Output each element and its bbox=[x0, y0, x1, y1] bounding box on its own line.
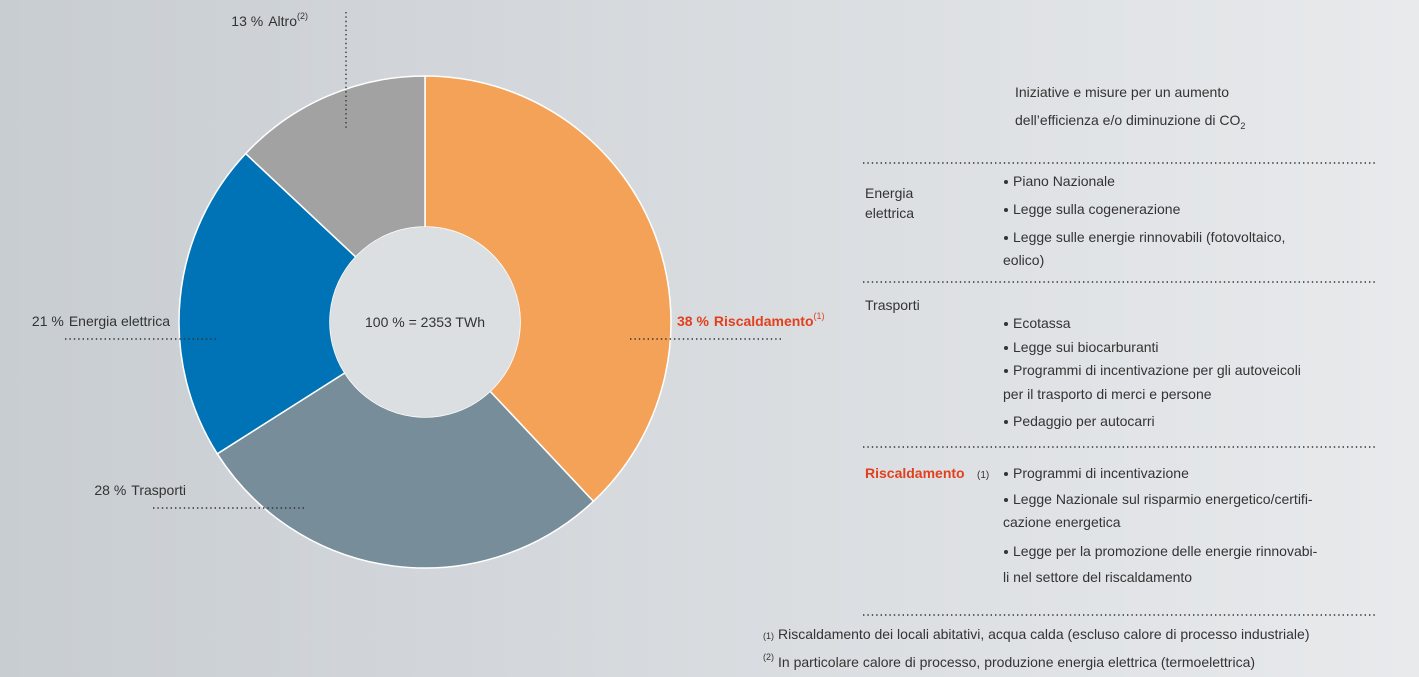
section-title-note: (1) bbox=[977, 470, 989, 481]
slice-note: (2) bbox=[297, 11, 308, 21]
footnote: (2) In particolare calore di processo, pr… bbox=[763, 652, 1255, 670]
bullet bbox=[1004, 369, 1008, 373]
item-line: Ecotassa bbox=[1013, 315, 1071, 331]
intro-line: Iniziative e misure per un aumento bbox=[1015, 84, 1229, 100]
intro-line: dell’efficienza e/o diminuzione di CO2 bbox=[1015, 112, 1245, 131]
item-line: Programmi di incentivazione bbox=[1013, 465, 1189, 481]
slice-value-label: 21 % bbox=[32, 313, 64, 329]
slice-label: 38 % Riscaldamento(1) bbox=[677, 311, 825, 329]
section-title: Energia bbox=[865, 185, 913, 201]
slice-note: (1) bbox=[814, 311, 825, 321]
bullet bbox=[1004, 322, 1008, 326]
intro-text: dell’efficienza e/o diminuzione di CO bbox=[1015, 112, 1241, 128]
item-line: Legge sui biocarburanti bbox=[1013, 339, 1159, 355]
slice-category: Trasporti bbox=[131, 482, 186, 498]
bullet bbox=[1004, 420, 1008, 424]
bullet bbox=[1004, 346, 1008, 350]
bullet bbox=[1004, 180, 1008, 184]
center-label: 100 % = 2353 TWh bbox=[365, 314, 485, 330]
footnote-text: Riscaldamento dei locali abitativi, acqu… bbox=[778, 626, 1310, 642]
slice-label: 13 % Altro(2) bbox=[231, 11, 308, 29]
slice-label: 21 % Energia elettrica bbox=[32, 313, 170, 329]
item-line: Pedaggio per autocarri bbox=[1013, 413, 1155, 429]
section-title: elettrica bbox=[865, 205, 914, 221]
intro-subscript: 2 bbox=[1240, 121, 1245, 131]
slice-category: Energia elettrica bbox=[69, 313, 170, 329]
slice-label: 28 % Trasporti bbox=[94, 482, 186, 498]
bullet bbox=[1004, 236, 1008, 240]
bullet bbox=[1004, 498, 1008, 502]
slice-category: Riscaldamento bbox=[714, 313, 814, 329]
footnote-mark: (2) bbox=[763, 652, 774, 662]
item-line: eolico) bbox=[1003, 252, 1044, 268]
item-line: per il trasporto di merci e persone bbox=[1003, 386, 1212, 402]
item-line: Piano Nazionale bbox=[1013, 173, 1115, 189]
item-line: li nel settore del riscaldamento bbox=[1003, 569, 1192, 585]
footnote-mark: (1) bbox=[763, 631, 774, 641]
slice-value-label: 28 % bbox=[94, 482, 126, 498]
donut-hole bbox=[330, 227, 520, 417]
bullet bbox=[1004, 550, 1008, 554]
item-line: Legge sulla cogenerazione bbox=[1013, 201, 1181, 217]
slice-category: Altro bbox=[268, 13, 297, 29]
bullet bbox=[1004, 208, 1008, 212]
section-title: Trasporti bbox=[865, 297, 920, 313]
bullet bbox=[1004, 472, 1008, 476]
item-line: Legge per la promozione delle energie ri… bbox=[1013, 543, 1318, 559]
item-line: Legge sulle energie rinnovabili (fotovol… bbox=[1013, 229, 1285, 245]
slice-value-label: 38 % bbox=[677, 313, 709, 329]
slice-value-label: 13 % bbox=[231, 13, 263, 29]
item-line: Programmi di incentivazione per gli auto… bbox=[1013, 362, 1301, 378]
item-line: Legge Nazionale sul risparmio energetico… bbox=[1013, 491, 1313, 507]
footnote: (1) Riscaldamento dei locali abitativi, a… bbox=[763, 626, 1310, 642]
footnote-text: In particolare calore di processo, produ… bbox=[778, 654, 1255, 670]
section-title: Riscaldamento bbox=[865, 465, 965, 481]
item-line: cazione energetica bbox=[1003, 514, 1121, 530]
